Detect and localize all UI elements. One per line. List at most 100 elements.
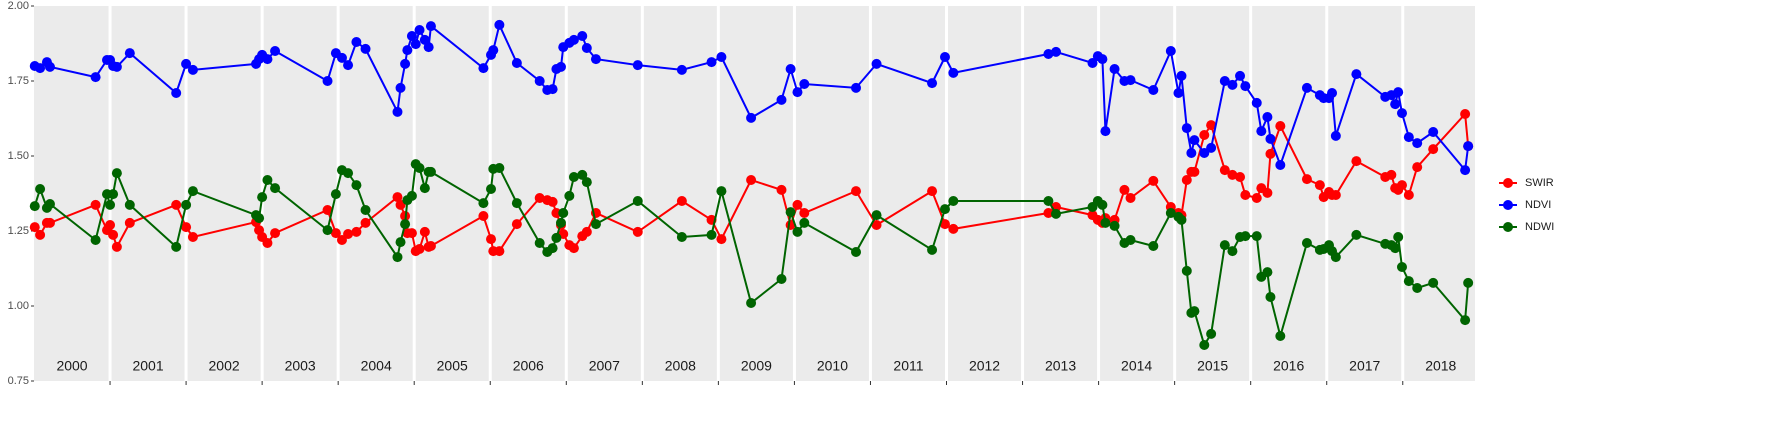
point: [486, 234, 497, 245]
point: [1109, 64, 1120, 74]
point: [1235, 70, 1246, 81]
point: [330, 228, 341, 239]
point: [1181, 265, 1192, 276]
point: [1148, 175, 1159, 186]
point: [1351, 156, 1362, 167]
point: [419, 226, 430, 237]
point: [1189, 135, 1200, 146]
point: [1412, 283, 1423, 293]
point: [1460, 165, 1471, 176]
point: [1109, 220, 1120, 231]
point: [676, 64, 687, 75]
point: [1125, 75, 1136, 86]
point: [1100, 217, 1111, 228]
point: [1165, 46, 1176, 56]
point: [90, 72, 101, 83]
point: [90, 235, 101, 245]
legend-marker: [1503, 178, 1513, 188]
year-label: 2007: [589, 358, 620, 374]
point: [1301, 238, 1312, 248]
point: [1219, 76, 1230, 86]
point: [392, 192, 403, 203]
point: [254, 213, 265, 224]
point: [1403, 276, 1414, 287]
point: [181, 58, 192, 69]
point: [706, 57, 717, 68]
year-label: 2000: [56, 358, 87, 374]
year-label: 2001: [132, 358, 163, 374]
point: [716, 186, 727, 197]
year-label: 2011: [893, 358, 923, 374]
point: [478, 198, 489, 209]
point: [939, 52, 950, 62]
year-label: 2002: [209, 358, 240, 374]
point: [927, 244, 938, 255]
point: [1148, 85, 1159, 95]
y-tick-label: 0.75: [8, 375, 29, 387]
point: [1463, 141, 1474, 152]
point: [360, 205, 371, 215]
year-label: 2018: [1425, 358, 1456, 374]
point: [1219, 165, 1230, 176]
y-tick-label: 2.00: [8, 0, 29, 12]
point: [927, 78, 938, 89]
point: [948, 223, 959, 234]
point: [1051, 208, 1062, 219]
point: [351, 37, 362, 47]
point: [551, 232, 562, 243]
point: [423, 42, 434, 53]
point: [478, 63, 489, 74]
point: [1100, 126, 1111, 137]
point: [1428, 277, 1439, 288]
point: [939, 204, 950, 215]
point: [1403, 190, 1414, 200]
point: [1227, 246, 1238, 257]
point: [1227, 169, 1238, 180]
point: [1240, 81, 1251, 92]
point: [871, 220, 882, 230]
point: [1301, 174, 1312, 185]
point: [1393, 232, 1404, 242]
point: [1327, 88, 1338, 98]
point: [1189, 306, 1200, 317]
point: [494, 19, 505, 30]
point: [1393, 87, 1404, 98]
point: [1219, 240, 1230, 251]
point: [676, 196, 687, 206]
point: [1275, 160, 1286, 170]
point: [1199, 148, 1210, 158]
point: [1240, 231, 1251, 242]
point: [1206, 328, 1217, 339]
point: [568, 172, 579, 182]
point: [330, 189, 341, 200]
point: [351, 180, 362, 191]
point: [343, 229, 354, 239]
point: [927, 186, 938, 197]
panel: [34, 6, 1475, 381]
point: [1396, 262, 1407, 272]
legend-marker: [1503, 200, 1513, 210]
point: [257, 192, 268, 203]
point: [1262, 112, 1273, 122]
point: [360, 43, 371, 54]
point: [1428, 144, 1439, 155]
point: [581, 177, 592, 188]
point: [425, 21, 436, 32]
point: [1265, 133, 1276, 144]
year-label: 2017: [1349, 358, 1380, 374]
point: [776, 184, 787, 195]
point: [360, 217, 371, 228]
point: [343, 168, 354, 179]
point: [414, 244, 425, 254]
point: [547, 84, 558, 95]
point: [1262, 187, 1273, 198]
y-tick-label: 1.00: [8, 300, 29, 312]
year-label: 2009: [741, 358, 772, 374]
point: [1262, 267, 1273, 278]
point: [322, 205, 333, 215]
point: [1199, 130, 1210, 140]
point: [534, 238, 545, 248]
year-label: 2008: [665, 358, 696, 374]
point: [1043, 196, 1054, 206]
point: [1199, 340, 1210, 350]
